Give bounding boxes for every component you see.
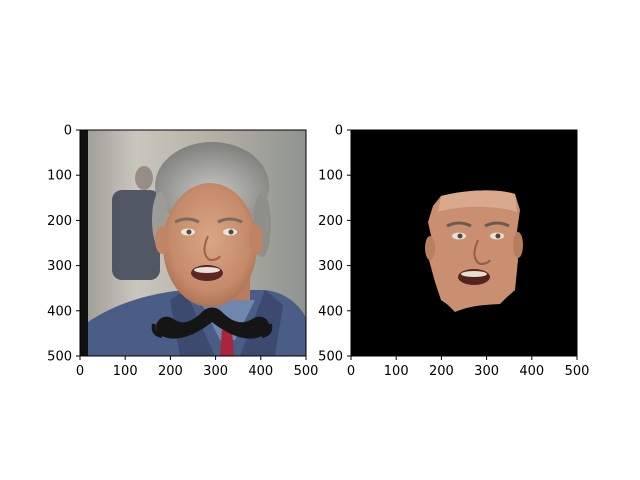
mustache-icon xyxy=(156,307,270,339)
left-ytick-label: 200 xyxy=(47,214,72,229)
right-ytick-label: 0 xyxy=(335,124,343,139)
left-ytick-label: 400 xyxy=(47,304,72,319)
right-xtick-label: 200 xyxy=(429,364,454,379)
right-ytick-label: 300 xyxy=(318,259,343,274)
right-ytick-label: 100 xyxy=(318,169,343,184)
right-xtick-label: 100 xyxy=(384,364,409,379)
right-ytick-label: 200 xyxy=(318,214,343,229)
left-ytick-label: 100 xyxy=(47,169,72,184)
right-xtick-label: 500 xyxy=(565,364,590,379)
left-xtick-label: 400 xyxy=(248,364,273,379)
right-xtick-label: 400 xyxy=(519,364,544,379)
left-ytick-label: 0 xyxy=(64,124,72,139)
right-axes-frame xyxy=(350,129,578,357)
right-ytick-label: 500 xyxy=(318,350,343,365)
left-xtick-label: 100 xyxy=(113,364,138,379)
left-xtick-label: 0 xyxy=(76,364,84,379)
left-image-panel: 0 100 200 300 400 500 0 100 200 300 400 500 xyxy=(47,124,318,380)
left-xtick-label: 300 xyxy=(203,364,228,379)
left-xtick-label: 200 xyxy=(158,364,183,379)
right-ytick-label: 400 xyxy=(318,304,343,319)
left-ytick-label: 500 xyxy=(47,350,72,365)
right-photo xyxy=(351,130,577,356)
right-xtick-label: 300 xyxy=(474,364,499,379)
left-photo xyxy=(80,130,306,356)
left-axes-frame xyxy=(79,129,307,357)
left-xtick-label: 500 xyxy=(294,364,319,379)
right-xtick-label: 0 xyxy=(347,364,355,379)
right-ticks: 0 100 200 300 400 500 0 100 200 300 400 500 xyxy=(318,124,589,380)
right-image-panel: 0 100 200 300 400 500 0 100 200 300 400 500 xyxy=(318,124,589,380)
left-ticks: 0 100 200 300 400 500 0 100 200 300 400 500 xyxy=(47,124,318,380)
left-ytick-label: 300 xyxy=(47,259,72,274)
